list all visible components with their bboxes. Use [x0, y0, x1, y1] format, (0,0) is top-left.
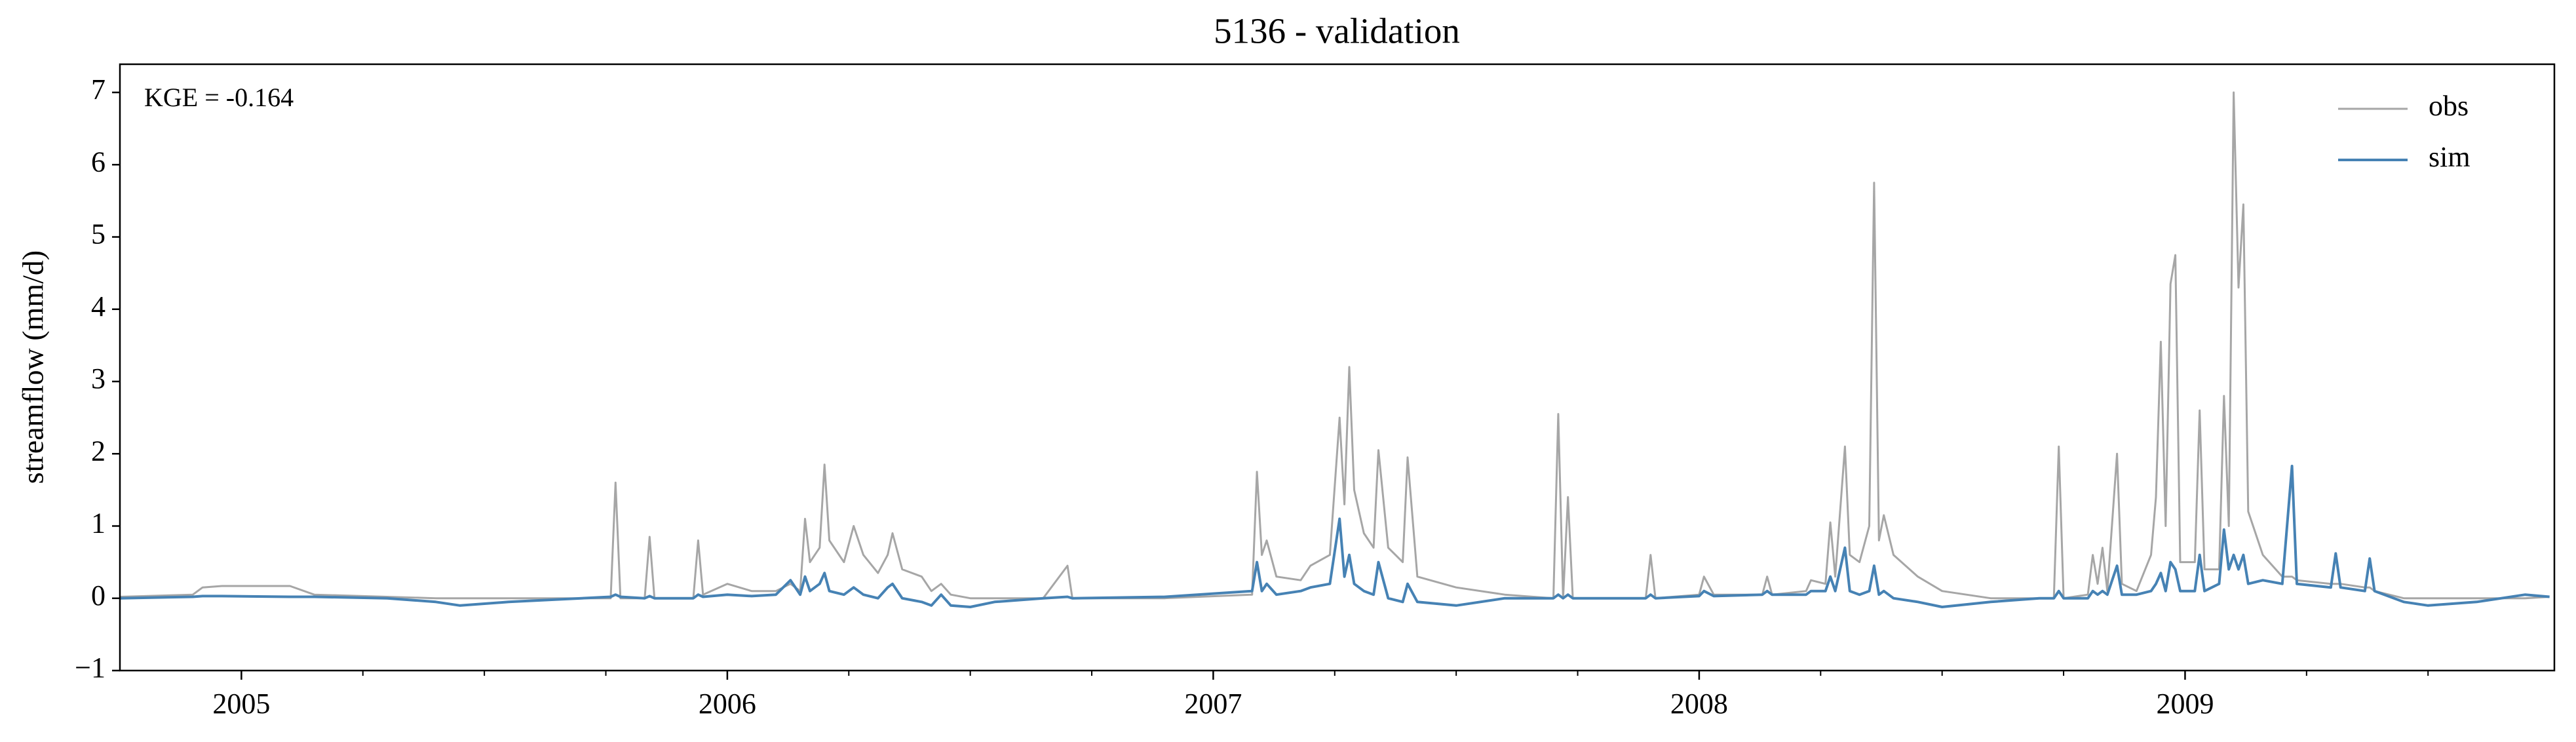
x-tick-label: 2008: [1670, 688, 1728, 720]
y-tick-label: 0: [91, 579, 106, 612]
y-axis-label: streamflow (mm/d): [16, 250, 50, 484]
y-tick-label: 4: [91, 290, 106, 322]
annotation: KGE = -0.164: [144, 83, 294, 112]
chart-title: 5136 - validation: [1214, 11, 1460, 51]
y-tick-label: 3: [91, 362, 106, 395]
series-line: [119, 91, 2550, 600]
x-tick-label: 2006: [699, 688, 756, 720]
y-tick-label: 7: [91, 73, 106, 106]
legend-label: obs: [2429, 90, 2469, 122]
y-tick-label: −1: [75, 652, 106, 684]
y-tick-label: 5: [91, 218, 106, 250]
plot-frame: [119, 63, 2556, 672]
y-tick-label: 6: [91, 146, 106, 178]
x-tick-label: 2005: [212, 688, 270, 720]
legend-label: sim: [2429, 141, 2470, 173]
y-tick-label: 1: [91, 507, 106, 539]
series-line: [119, 465, 2550, 608]
y-tick-label: 2: [91, 435, 106, 467]
x-tick-label: 2007: [1184, 688, 1242, 720]
x-tick-label: 2009: [2156, 688, 2214, 720]
